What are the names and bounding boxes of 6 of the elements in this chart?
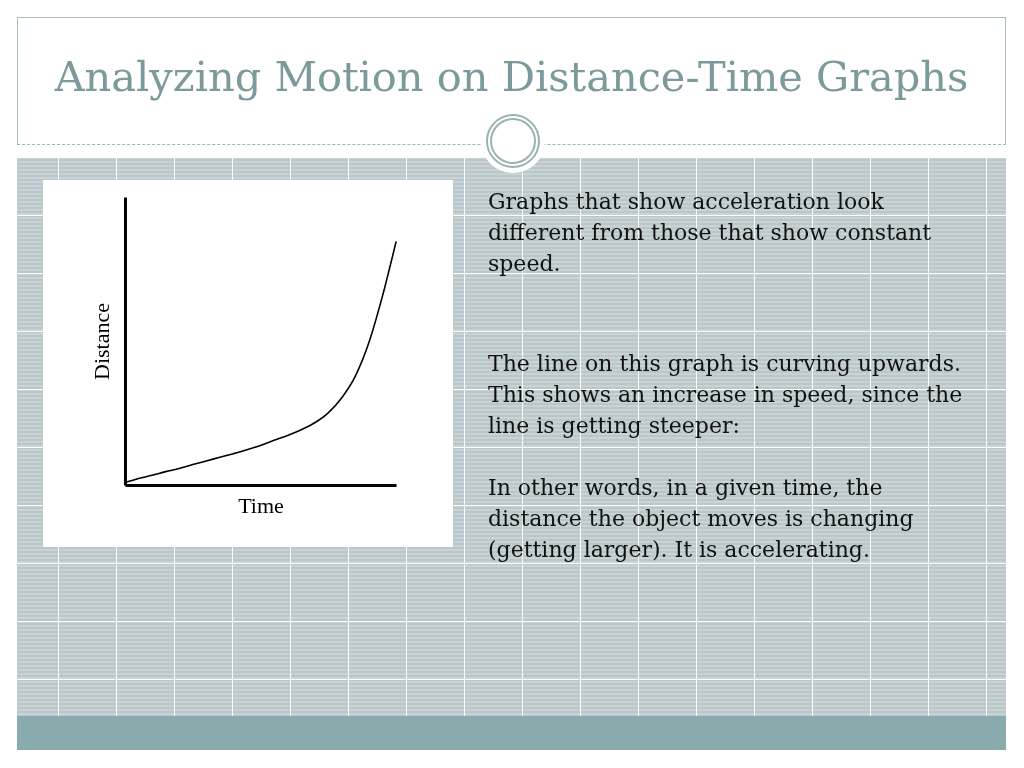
text: The line on this graph is curving upwards. This shows an increase in speed, since the line is getting steeper:	[488, 350, 964, 440]
y-axis-title: Distance	[88, 303, 114, 380]
text: Analyzing Motion on Distance-Time Graphs	[53, 51, 970, 103]
text: In other words, in a given time, the distance the object moves is changing (getting larger). It is accelerating.	[488, 474, 915, 564]
x-axis-title: Time	[238, 492, 284, 518]
text: Graphs that show acceleration look different from those that show constant speed.	[488, 188, 933, 278]
